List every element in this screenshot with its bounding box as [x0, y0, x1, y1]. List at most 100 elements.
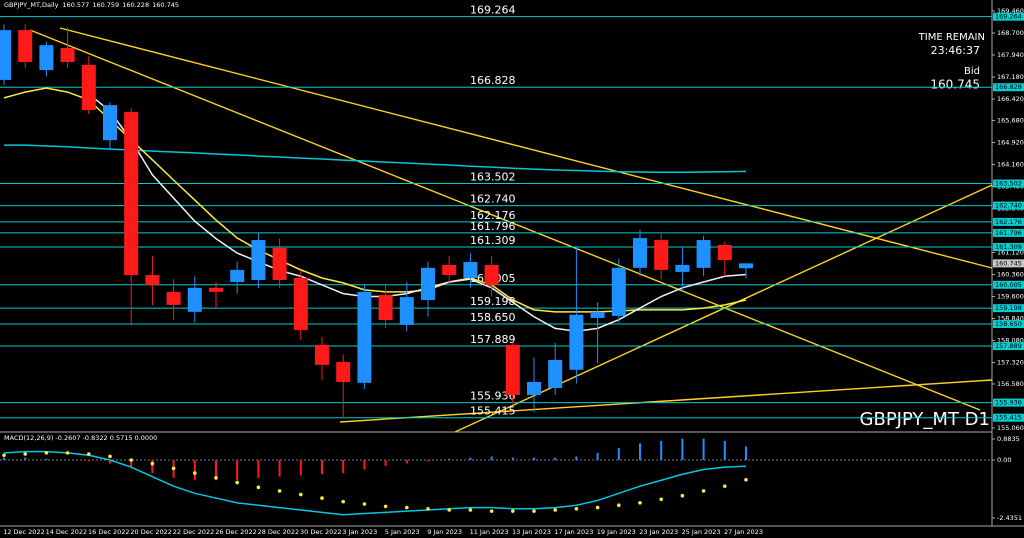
level-axis-box [993, 280, 1024, 289]
candle-body [548, 359, 563, 389]
level-label: 155.936 [470, 390, 516, 403]
level-axis-label: 166.828 [995, 83, 1022, 91]
y-tick-label: 159.600 [997, 293, 1024, 301]
histogram-bar [533, 457, 535, 461]
time-remain-label: TIME REMAIN [918, 32, 985, 43]
candle-body [654, 240, 669, 270]
signal-dot [65, 451, 70, 455]
signal-dot [150, 461, 155, 466]
histogram-bar [575, 456, 578, 461]
level-label: 158.650 [470, 311, 516, 324]
x-tick-label: 16 Dec 2022 [88, 528, 130, 536]
x-tick-label: 27 Jan 2023 [724, 528, 763, 536]
x-tick-label: 26 Dec 2022 [215, 528, 257, 536]
histogram-bar [236, 460, 239, 481]
signal-dot [320, 496, 324, 500]
histogram-bar [151, 460, 154, 474]
histogram-bar [24, 457, 27, 461]
y-tick-label: 161.120 [997, 248, 1024, 256]
candle-body [251, 240, 266, 281]
signal-dot [214, 476, 218, 480]
y-tick-label: 158.080 [997, 337, 1024, 345]
bid-value: 160.745 [930, 78, 980, 92]
level-axis-box [993, 217, 1024, 226]
y-tick-label: 158.840 [997, 315, 1024, 323]
signal-dot [299, 492, 303, 497]
signal-dot [426, 506, 430, 511]
signal-dot [193, 471, 197, 475]
level-axis-label: 169.264 [995, 13, 1022, 21]
histogram-bar [257, 460, 260, 478]
price-label: 160.745 [995, 259, 1022, 267]
y-tick-label: 166.420 [997, 95, 1024, 103]
candle-body [505, 344, 520, 395]
x-tick-label: 20 Dec 2022 [130, 528, 172, 536]
moving-average [88, 93, 747, 333]
level-axis-box [993, 83, 1024, 92]
price-box [993, 259, 1024, 268]
signal-dot [277, 489, 282, 493]
y-tick-label: 160.360 [997, 271, 1024, 279]
close-value: 160.745 [152, 1, 179, 9]
signal-dot [744, 478, 748, 482]
candle-body [633, 238, 647, 268]
histogram-bar [702, 438, 705, 461]
header: GBPJPY_MT,Daily 160.577 160.759 160.228 160.… [4, 1, 179, 9]
y-tick-label: 165.680 [997, 116, 1024, 124]
x-tick-label: 3 Jan 2023 [342, 528, 377, 536]
histogram-bar [405, 460, 408, 464]
candle-body [124, 112, 139, 276]
signal-dot [2, 453, 6, 458]
x-tick-label: 12 Dec 2022 [3, 528, 45, 536]
trendline [339, 379, 993, 423]
y-tick-label: 164.160 [997, 160, 1024, 168]
x-tick-label: 28 Dec 2022 [258, 528, 300, 536]
level-axis-label: 162.740 [995, 202, 1022, 210]
level-axis-label: 162.176 [995, 218, 1022, 226]
x-tick-label: 23 Jan 2023 [639, 528, 678, 536]
x-tick-label: 17 Jan 2023 [554, 528, 593, 536]
trendline [59, 27, 993, 269]
x-tick-label: 9 Jan 2023 [427, 528, 462, 536]
signal-dot [680, 493, 685, 498]
histogram-bar [617, 448, 620, 461]
signal-dot [723, 484, 727, 488]
level-axis-label: 163.502 [995, 180, 1022, 188]
candle-body [675, 264, 690, 272]
signal-dot [447, 508, 452, 512]
histogram-bar [384, 460, 387, 466]
histogram-bar [554, 457, 557, 461]
y-tick-label: 0.8835 [997, 435, 1020, 443]
histogram-bar [596, 452, 599, 461]
level-label: 159.198 [470, 295, 516, 308]
level-axis-box [993, 201, 1024, 210]
x-tick-label: 5 Jan 2023 [385, 528, 420, 536]
signal-dot [574, 506, 579, 511]
candle-body [463, 262, 478, 278]
x-tick-label: 19 Jan 2023 [597, 528, 636, 536]
histogram-bar [3, 457, 5, 461]
level-axis-label: 161.796 [995, 229, 1022, 237]
histogram-bar [448, 458, 451, 461]
signal-dot [235, 480, 239, 485]
candle-body [717, 244, 732, 261]
histogram-bar [87, 460, 90, 462]
level-axis-box [993, 304, 1024, 313]
y-tick-label: 0.00 [997, 456, 1011, 464]
candle-body [209, 287, 223, 292]
candle-body [103, 105, 117, 141]
histogram-bar [215, 460, 217, 481]
signal-dot [511, 509, 515, 513]
level-label: 162.740 [470, 193, 516, 206]
signal-dot [701, 489, 706, 493]
y-tick-label: 157.320 [997, 359, 1024, 367]
candle-body [315, 344, 329, 365]
level-label: 161.796 [470, 220, 516, 233]
signal-dot [341, 499, 346, 504]
level-axis-label: 159.198 [995, 304, 1022, 312]
level-label: 162.176 [470, 209, 516, 222]
signal-dot [638, 501, 642, 505]
signal-dot [171, 466, 176, 471]
histogram-bar [109, 460, 111, 464]
